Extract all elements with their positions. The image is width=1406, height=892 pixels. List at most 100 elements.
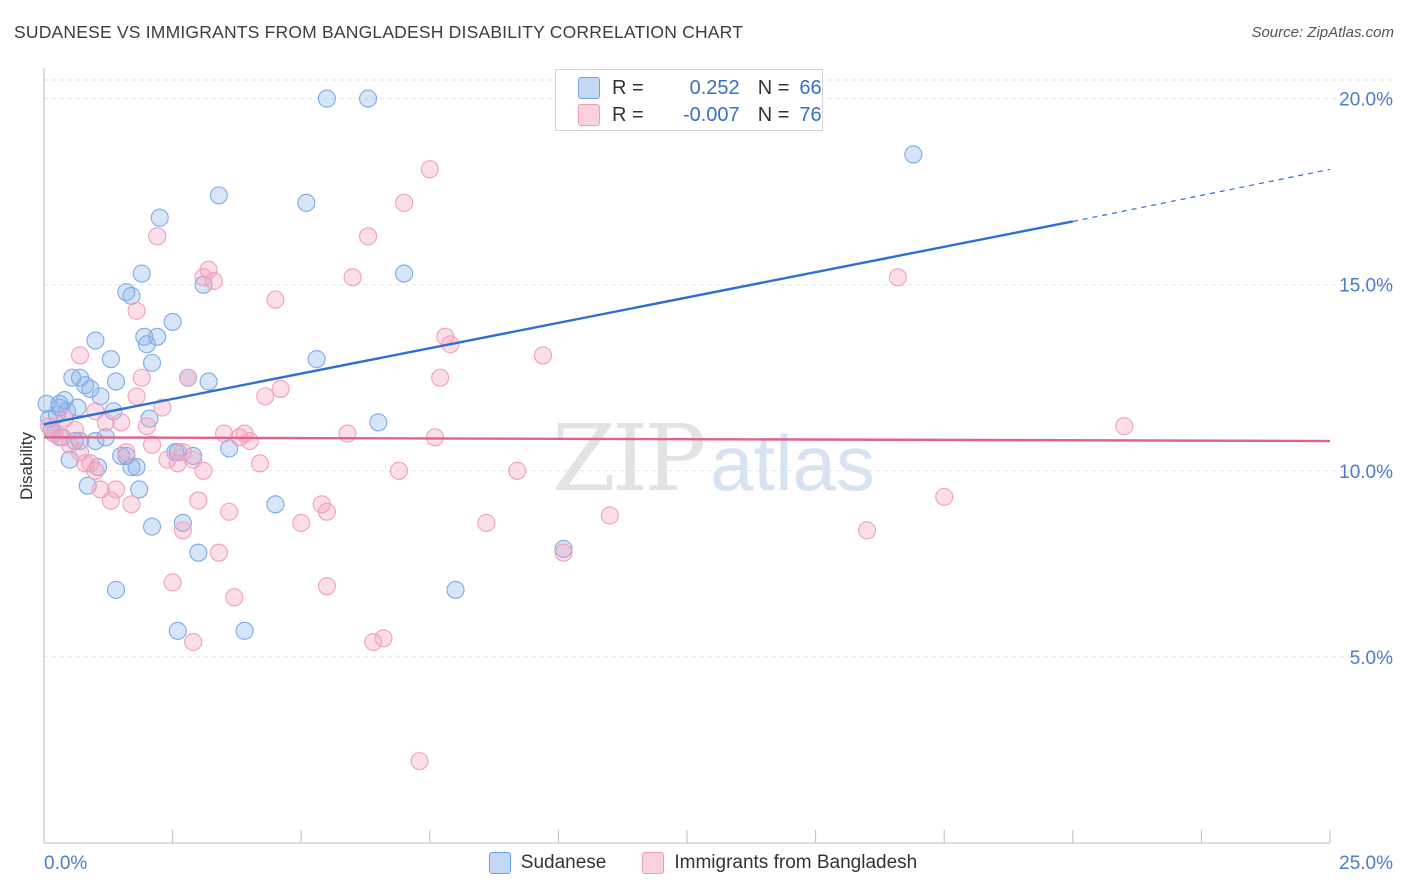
sudanese-point: [163, 312, 182, 331]
n-label: N =: [757, 76, 790, 99]
sudanese-point: [135, 327, 154, 346]
bangladesh-point: [194, 461, 213, 480]
series-points: [37, 89, 1134, 771]
bangladesh-point: [364, 632, 383, 652]
bangladesh-point: [65, 420, 84, 439]
bangladesh-point: [240, 431, 259, 451]
bangladesh-point: [163, 573, 182, 592]
bangladesh-point: [395, 193, 414, 212]
sudanese-point: [199, 372, 218, 391]
watermark: ZIP atlas: [552, 405, 875, 512]
source-label: Source: ZipAtlas.com: [1251, 24, 1394, 41]
sudanese-point: [140, 409, 159, 428]
bangladesh-point: [142, 435, 162, 454]
bangladesh-point: [1115, 417, 1134, 436]
bangladesh-point: [153, 398, 172, 417]
x-tick-label: 25.0%: [1339, 853, 1393, 874]
bangladesh-point: [338, 424, 357, 443]
y-tick-label: 15.0%: [1339, 276, 1393, 297]
bangladesh-point: [256, 387, 275, 406]
bangladesh-point: [106, 480, 126, 499]
n-value: 76: [799, 103, 822, 126]
bangladesh-point: [389, 461, 408, 480]
sudanese-point: [297, 193, 316, 212]
sudanese-point: [904, 145, 923, 164]
sudanese-point: [395, 264, 414, 283]
bangladesh-point: [96, 413, 115, 432]
tick-labels: 5.0% 10.0% 15.0% 20.0% 0.0% 25.0%: [44, 90, 1393, 874]
bangladesh-point: [158, 450, 177, 469]
y-axis-label: Disability: [17, 431, 36, 500]
sudanese-point: [142, 353, 162, 372]
series-legend: Sudanese Immigrants from Bangladesh: [0, 852, 1406, 874]
bangladesh-swatch: [642, 852, 665, 874]
bangladesh-point: [317, 577, 336, 596]
sudanese-point: [137, 335, 156, 354]
sudanese-point: [317, 89, 336, 108]
y-tick-label: 10.0%: [1339, 462, 1393, 483]
bangladesh-point: [178, 368, 198, 387]
sudanese-point: [86, 331, 105, 350]
bangladesh-point: [127, 301, 146, 320]
legend-label: Sudanese: [520, 852, 607, 873]
bangladesh-point: [250, 454, 270, 473]
sudanese-point: [446, 580, 465, 599]
bangladesh-point: [220, 502, 239, 521]
bangladesh-point: [209, 543, 228, 562]
stats-row-sudanese: R = 0.252 N = 66: [578, 74, 822, 102]
bangladesh-point: [101, 491, 120, 510]
chart-title: SUDANESE VS IMMIGRANTS FROM BANGLADESH D…: [14, 22, 744, 42]
bangladesh-point: [148, 227, 167, 246]
sudanese-point: [130, 480, 149, 499]
sudanese-point: [132, 264, 151, 283]
sudanese-point: [369, 413, 388, 432]
bangladesh-point: [122, 495, 141, 514]
stats-legend: R = 0.252 N = 66 R = -0.007 N = 76: [555, 69, 823, 131]
watermark-zip: ZIP: [552, 405, 706, 512]
sudanese-point: [106, 372, 126, 391]
bangladesh-point: [266, 290, 285, 309]
legend-item-bangladesh[interactable]: Immigrants from Bangladesh: [642, 852, 917, 874]
bangladesh-point: [410, 752, 429, 771]
bangladesh-point: [292, 513, 311, 532]
sudanese-swatch: [578, 77, 600, 99]
sudanese-point: [142, 517, 162, 536]
legend-item-sudanese[interactable]: Sudanese: [488, 852, 607, 874]
sudanese-swatch: [488, 852, 511, 874]
sudanese-point: [307, 350, 326, 369]
sudanese-point: [168, 621, 187, 640]
stats-row-bangladesh: R = -0.007 N = 76: [578, 101, 822, 129]
bangladesh-point: [857, 521, 877, 540]
r-label: R =: [612, 76, 644, 99]
bangladesh-point: [477, 513, 496, 532]
bangladesh-point: [225, 588, 244, 607]
bangladesh-point: [127, 387, 146, 406]
sudanese-point: [235, 621, 254, 640]
sudanese-point: [209, 186, 228, 205]
sudanese-point: [189, 543, 208, 562]
bangladesh-point: [86, 461, 105, 480]
bangladesh-point: [137, 417, 156, 436]
bangladesh-point: [359, 227, 378, 246]
bangladesh-point: [112, 413, 131, 432]
bangladesh-swatch: [578, 104, 600, 126]
bangladesh-point: [70, 443, 90, 462]
bangladesh-point: [204, 271, 223, 291]
sudanese-point: [173, 513, 192, 532]
bangladesh-point: [343, 268, 362, 287]
x-tick-label: 0.0%: [44, 853, 87, 874]
sudanese-point: [106, 580, 126, 599]
bangladesh-point: [70, 346, 90, 365]
bangladesh-point: [168, 454, 187, 473]
bangladesh-point: [76, 454, 95, 473]
bangladesh-point: [184, 450, 203, 469]
bangladesh-trend-line: [43, 436, 1331, 443]
bangladesh-point: [271, 379, 290, 398]
y-tick-label: 5.0%: [1350, 648, 1393, 669]
bangladesh-point: [117, 443, 136, 462]
sudanese-point: [101, 350, 120, 369]
bangladesh-point: [374, 629, 393, 648]
bangladesh-point: [91, 480, 110, 499]
bangladesh-point: [600, 506, 619, 525]
